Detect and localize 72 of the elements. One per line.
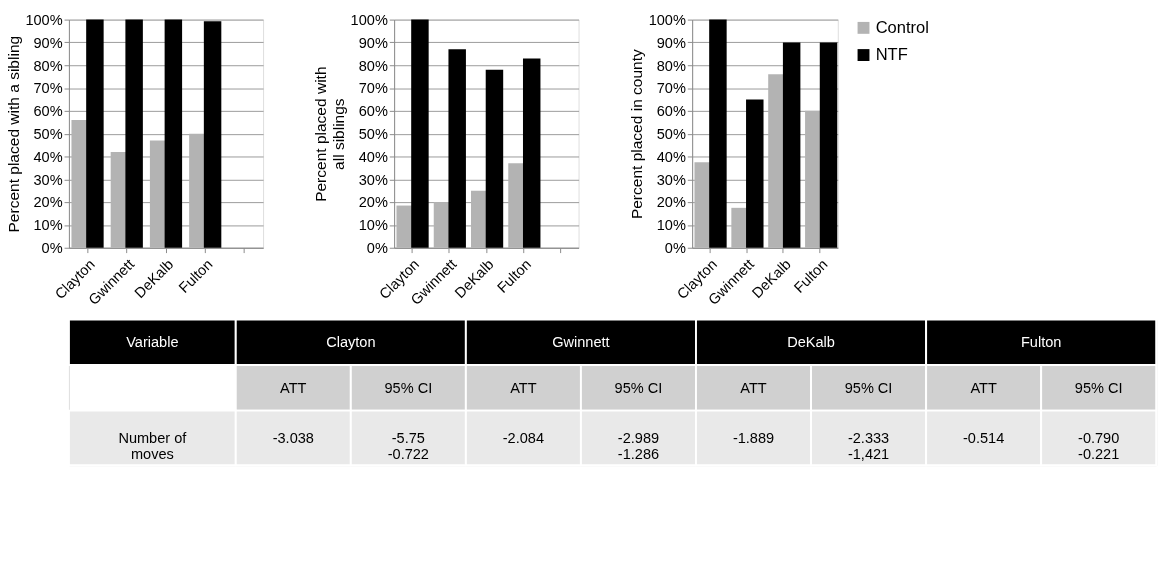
- y-tick-label: 50%: [358, 126, 388, 143]
- y-tick-label: 80%: [358, 57, 388, 74]
- y-tick-label: 10%: [656, 217, 686, 234]
- text: -1.889: [732, 429, 775, 446]
- y-tick-label: 0%: [41, 240, 63, 257]
- bar: [746, 99, 764, 248]
- text: ATT: [510, 379, 537, 396]
- y-tick-label: 10%: [358, 217, 388, 234]
- y-tick-label: 60%: [358, 103, 388, 120]
- text: -3.038: [272, 429, 314, 446]
- y-tick-label: 70%: [358, 80, 388, 97]
- text: Gwinnett: [552, 334, 610, 351]
- bar: [448, 49, 466, 248]
- text: 95% CI: [844, 379, 893, 396]
- y-axis-title: Percent placed with a sibling: [4, 35, 22, 233]
- text: -2.333 -1,421: [847, 429, 890, 463]
- y-axis-title: Percent placed with all siblings: [312, 66, 347, 202]
- text: -2.989 -1.286: [617, 429, 660, 463]
- bar: [125, 19, 143, 248]
- text: DeKalb: [787, 334, 835, 351]
- bar: [86, 19, 104, 248]
- y-tick-label: 100%: [25, 11, 63, 28]
- y-tick-label: 20%: [656, 194, 686, 211]
- bar: [709, 19, 727, 248]
- legend-label: NTF: [875, 44, 908, 63]
- text: 95% CI: [1074, 379, 1123, 396]
- text: ATT: [740, 379, 767, 396]
- text: 95% CI: [614, 379, 663, 396]
- y-tick-label: 20%: [358, 194, 388, 211]
- y-tick-label: 90%: [358, 34, 388, 51]
- y-tick-label: 30%: [33, 171, 63, 188]
- y-tick-label: 0%: [366, 240, 388, 257]
- y-tick-label: 10%: [33, 217, 63, 234]
- text: Fulton: [1020, 334, 1062, 351]
- y-tick-label: 50%: [33, 126, 63, 143]
- y-tick-label: 30%: [358, 171, 388, 188]
- bar: [411, 19, 429, 248]
- text: Number of moves: [118, 429, 188, 463]
- text: 95% CI: [384, 379, 433, 396]
- text: -0.514: [963, 429, 1005, 446]
- y-tick-label: 50%: [656, 126, 686, 143]
- y-tick-label: 100%: [350, 11, 388, 28]
- y-tick-label: 80%: [656, 57, 686, 74]
- y-axis-title: Percent placed in county: [627, 48, 645, 220]
- text: -5.75 -0.722: [387, 429, 429, 463]
- y-tick-label: 90%: [656, 34, 686, 51]
- y-tick-label: 60%: [656, 103, 686, 120]
- y-tick-label: 60%: [33, 103, 63, 120]
- y-tick-label: 30%: [656, 171, 686, 188]
- y-tick-label: 100%: [648, 11, 686, 28]
- text: -0.790 -0.221: [1078, 429, 1120, 463]
- text: Variable: [126, 334, 179, 351]
- y-tick-label: 70%: [33, 80, 63, 97]
- text: ATT: [280, 379, 307, 396]
- y-tick-label: 90%: [33, 34, 63, 51]
- bar: [485, 69, 504, 248]
- legend-label: Control: [875, 17, 929, 36]
- bar: [164, 19, 183, 248]
- y-tick-label: 20%: [33, 194, 63, 211]
- y-tick-label: 40%: [33, 148, 63, 165]
- bar: [522, 58, 541, 248]
- text: ATT: [970, 379, 997, 396]
- bar: [782, 42, 801, 248]
- text: -2.084: [502, 429, 545, 446]
- text: Clayton: [326, 334, 376, 351]
- y-tick-label: 70%: [656, 80, 686, 97]
- y-tick-label: 0%: [664, 240, 686, 257]
- bar: [819, 42, 838, 248]
- y-tick-label: 80%: [33, 57, 63, 74]
- y-tick-label: 40%: [358, 148, 388, 165]
- bar: [203, 21, 222, 248]
- y-tick-label: 40%: [656, 148, 686, 165]
